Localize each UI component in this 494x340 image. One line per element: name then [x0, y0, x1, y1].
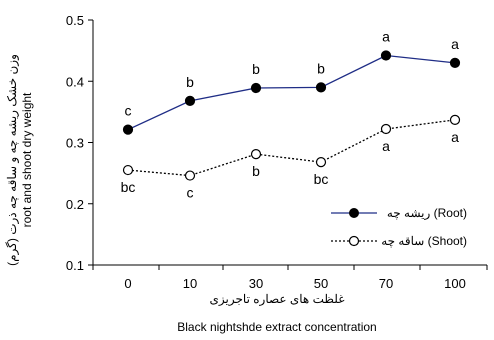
x-tick-label: 100	[444, 276, 466, 291]
x-tick-label: 70	[379, 276, 393, 291]
shoot-significance-letter: a	[382, 138, 390, 154]
shoot-series-line	[127, 119, 456, 177]
axes	[92, 20, 487, 266]
shoot-point	[449, 114, 461, 125]
significance-letters: c b b b a a bc c b bc a a	[121, 29, 460, 201]
y-tick-label: 0.2	[66, 197, 84, 212]
series-layer	[122, 50, 461, 181]
root-significance-letter: b	[317, 60, 325, 76]
y-axis-label: root and shoot dry weight	[20, 92, 34, 227]
shoot-point	[184, 170, 196, 181]
y-tick-label: 0.3	[66, 136, 84, 151]
root-point	[250, 82, 262, 94]
root-significance-letter: b	[252, 61, 260, 77]
y-tick-label: 0.1	[66, 258, 84, 273]
x-tick-label: 0	[124, 276, 131, 291]
shoot-point	[250, 149, 262, 160]
shoot-significance-letter: bc	[121, 179, 136, 195]
legend-shoot-marker	[348, 235, 360, 247]
root-point	[380, 50, 392, 61]
root-significance-letter: a	[382, 29, 390, 45]
legend-root-marker	[349, 208, 359, 218]
root-point	[449, 57, 461, 68]
x-axis-label: Black nightshde extract concentration	[177, 320, 376, 334]
shoot-point	[122, 164, 134, 176]
root-significance-letter: a	[451, 36, 459, 52]
y-tick-label: 0.5	[66, 13, 84, 28]
shoot-significance-letter: a	[451, 129, 459, 145]
root-series-line	[127, 54, 456, 131]
shoot-point	[315, 157, 327, 168]
shoot-significance-letter: bc	[314, 171, 329, 187]
shoot-point	[380, 123, 392, 135]
legend-shoot-label: ساقه چه (Shoot)	[381, 234, 467, 248]
root-point	[184, 95, 196, 106]
y-tick-label: 0.4	[66, 74, 84, 89]
shoot-significance-letter: c	[187, 185, 194, 201]
x-tick-label: 30	[249, 276, 263, 291]
x-tick-label: 10	[183, 276, 197, 291]
legend-root-label: ریشه چه (Root)	[387, 206, 467, 220]
legend: ریشه چه (Root) ساقه چه (Shoot)	[331, 206, 467, 248]
root-point	[122, 124, 134, 135]
x-axis-ticks: 0 10 30 50 70 100	[92, 265, 488, 291]
root-significance-letter: c	[125, 103, 132, 119]
root-point	[315, 82, 327, 93]
x-tick-label: 50	[314, 276, 328, 291]
root-significance-letter: b	[186, 74, 194, 90]
x-axis-label-persian: غلظت های عصاره تاجریزی	[210, 292, 345, 306]
shoot-significance-letter: b	[252, 163, 260, 179]
y-axis-ticks: 0.1 0.2 0.3 0.4 0.5	[66, 13, 93, 273]
y-axis-label-persian: وزن خشک ریشه چه و ساقه چه ذرت (گرم)	[5, 54, 19, 266]
